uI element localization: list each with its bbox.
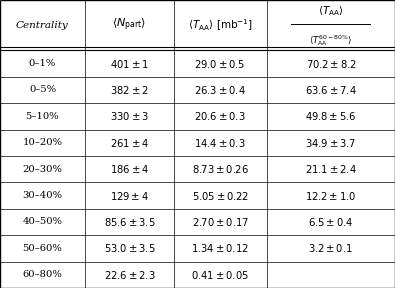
Text: $401 \pm 1$: $401 \pm 1$ [110, 58, 149, 70]
Text: $14.4 \pm 0.3$: $14.4 \pm 0.3$ [194, 137, 246, 149]
Text: $29.0 \pm 0.5$: $29.0 \pm 0.5$ [194, 58, 246, 70]
Text: $\langle T_{\mathrm{AA}}\rangle$: $\langle T_{\mathrm{AA}}\rangle$ [318, 5, 344, 18]
Text: $186 \pm 4$: $186 \pm 4$ [110, 163, 149, 175]
Text: 20–30%: 20–30% [23, 165, 62, 174]
Text: $0.41 \pm 0.05$: $0.41 \pm 0.05$ [191, 269, 249, 281]
Text: $26.3 \pm 0.4$: $26.3 \pm 0.4$ [194, 84, 246, 96]
Text: $21.1 \pm 2.4$: $21.1 \pm 2.4$ [305, 163, 357, 175]
Text: $330 \pm 3$: $330 \pm 3$ [110, 110, 149, 122]
Text: 60–80%: 60–80% [23, 270, 62, 279]
Text: $63.6 \pm 7.4$: $63.6 \pm 7.4$ [305, 84, 357, 96]
Text: 40–50%: 40–50% [23, 217, 62, 226]
Text: $34.9 \pm 3.7$: $34.9 \pm 3.7$ [305, 137, 356, 149]
Text: $\langle T_{\mathrm{AA}}\rangle\ [\mathrm{mb}^{-1}]$: $\langle T_{\mathrm{AA}}\rangle\ [\mathr… [188, 17, 253, 33]
Text: $\langle T_{\mathrm{AA}}^{60-80\%}\rangle$: $\langle T_{\mathrm{AA}}^{60-80\%}\rangl… [309, 33, 352, 48]
Text: 50–60%: 50–60% [23, 244, 62, 253]
Text: $85.6 \pm 3.5$: $85.6 \pm 3.5$ [103, 216, 155, 228]
Text: $261 \pm 4$: $261 \pm 4$ [110, 137, 149, 149]
Text: $49.8 \pm 5.6$: $49.8 \pm 5.6$ [305, 110, 357, 122]
Text: 30–40%: 30–40% [23, 191, 62, 200]
Text: $129 \pm 4$: $129 \pm 4$ [110, 190, 149, 202]
Text: $6.5 \pm 0.4$: $6.5 \pm 0.4$ [308, 216, 354, 228]
Text: 0–1%: 0–1% [29, 59, 56, 68]
Text: Centrality: Centrality [16, 21, 69, 30]
Text: $12.2 \pm 1.0$: $12.2 \pm 1.0$ [305, 190, 356, 202]
Text: $382 \pm 2$: $382 \pm 2$ [110, 84, 149, 96]
Text: $22.6 \pm 2.3$: $22.6 \pm 2.3$ [103, 269, 155, 281]
Text: 0–5%: 0–5% [29, 86, 56, 94]
Text: $1.34 \pm 0.12$: $1.34 \pm 0.12$ [191, 242, 249, 254]
Text: 10–20%: 10–20% [23, 138, 62, 147]
Text: $3.2 \pm 0.1$: $3.2 \pm 0.1$ [308, 242, 353, 254]
Text: $20.6 \pm 0.3$: $20.6 \pm 0.3$ [194, 110, 246, 122]
Text: $5.05 \pm 0.22$: $5.05 \pm 0.22$ [192, 190, 249, 202]
Text: $70.2 \pm 8.2$: $70.2 \pm 8.2$ [306, 58, 356, 70]
Text: $53.0 \pm 3.5$: $53.0 \pm 3.5$ [103, 242, 155, 254]
Text: $2.70 \pm 0.17$: $2.70 \pm 0.17$ [192, 216, 249, 228]
Text: $\langle N_{\mathrm{part}}\rangle$: $\langle N_{\mathrm{part}}\rangle$ [112, 17, 147, 33]
Text: $8.73 \pm 0.26$: $8.73 \pm 0.26$ [192, 163, 249, 175]
Text: 5–10%: 5–10% [26, 112, 59, 121]
